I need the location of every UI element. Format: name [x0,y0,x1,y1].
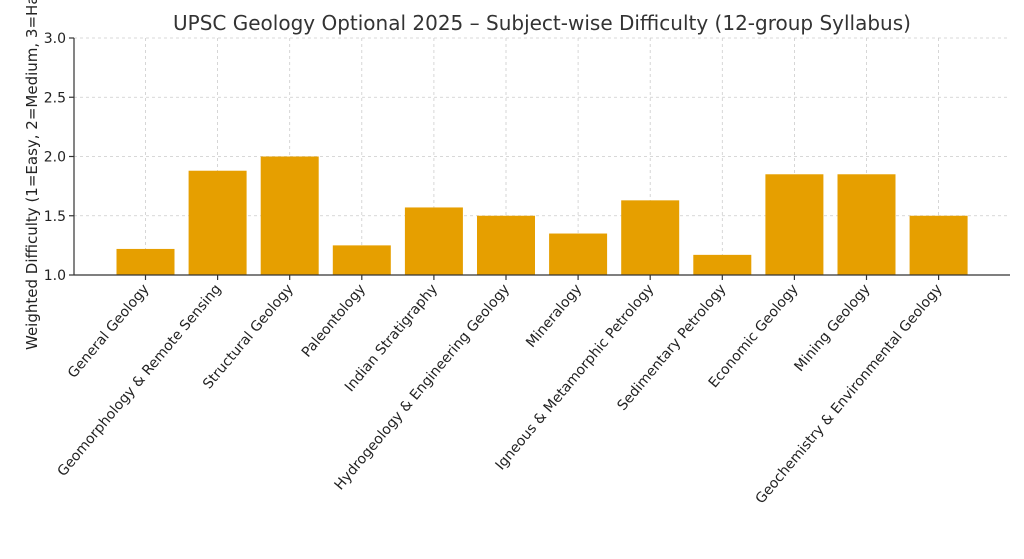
x-tick-label: General Geology [65,281,153,381]
bar [188,170,247,275]
bar [404,207,463,275]
y-ticks: 1.0 1.5 2.0 2.5 3.0 [44,31,74,284]
y-tick-label: 3.0 [44,31,66,47]
bar [909,215,968,275]
y-tick-label: 2.0 [44,150,66,166]
bar [116,248,175,275]
y-tick-label: 2.5 [44,90,66,106]
y-axis-label: Weighted Difficulty (1=Easy, 2=Medium, 3… [23,0,41,350]
bar [477,215,535,275]
bar [765,174,824,275]
bar [260,156,319,275]
bars [116,156,968,275]
chart-title: UPSC Geology Optional 2025 – Subject-wis… [173,11,911,35]
x-tick-label: Igneous & Metamorphic Petrology [492,281,657,473]
x-tick-label: Geomorphology & Remote Sensing [55,281,225,479]
bar [693,254,752,275]
bar [332,245,391,275]
x-tick-label: Paleontology [299,281,369,360]
bar [621,200,680,275]
y-tick-label: 1.5 [44,209,66,225]
bar [549,233,608,275]
y-tick-label: 1.0 [44,268,66,284]
x-tick-label: Mineralogy [523,281,585,351]
bar [837,174,896,275]
x-tick-label: Mining Geology [791,281,873,374]
